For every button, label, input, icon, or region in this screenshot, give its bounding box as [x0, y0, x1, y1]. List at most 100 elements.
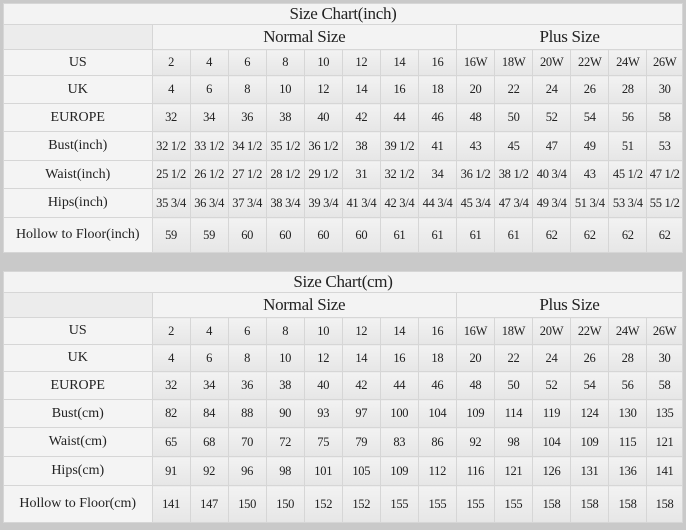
row-label: Hollow to Floor(cm) [3, 485, 153, 523]
size-value: 59 [189, 217, 229, 253]
plus-size-header: Plus Size [455, 292, 684, 318]
size-value: 86 [417, 427, 457, 457]
row-label: Waist(inch) [3, 160, 153, 189]
size-value: 18W [493, 317, 533, 345]
row-label: Hips(cm) [3, 456, 153, 486]
size-value: 39 1/2 [379, 131, 419, 161]
size-value: 45 3/4 [456, 188, 496, 218]
size-value: 20W [532, 49, 572, 76]
size-value: 10 [303, 317, 343, 345]
size-value: 84 [189, 399, 229, 428]
size-value: 26 1/2 [189, 160, 229, 189]
size-value: 112 [417, 456, 457, 486]
size-value: 97 [341, 399, 381, 428]
row-label: US [3, 317, 153, 345]
size-value: 150 [227, 485, 267, 523]
size-value: 61 [494, 217, 534, 253]
size-value: 60 [227, 217, 267, 253]
size-value: 83 [379, 427, 419, 457]
table-row: US 2 4 6 8 10 12 14 16 16W 18W 20W 22W 24W 26W [3, 49, 683, 76]
size-value: 141 [646, 456, 683, 486]
size-value: 79 [341, 427, 381, 457]
size-value: 32 1/2 [379, 160, 419, 189]
size-value: 46 [417, 371, 457, 400]
size-value: 51 [608, 131, 648, 161]
size-value: 4 [189, 317, 229, 345]
size-value: 60 [341, 217, 381, 253]
size-value: 39 3/4 [303, 188, 343, 218]
size-value: 53 [646, 131, 683, 161]
size-value: 10 [303, 49, 343, 76]
size-value: 24W [608, 317, 648, 345]
size-value: 109 [455, 399, 495, 428]
size-value: 37 3/4 [227, 188, 267, 218]
size-value: 136 [608, 456, 648, 486]
size-value: 68 [189, 427, 229, 457]
size-value: 2 [151, 49, 191, 76]
size-value: 6 [227, 317, 267, 345]
size-value: 131 [570, 456, 610, 486]
size-value: 28 1/2 [265, 160, 305, 189]
size-value: 47 1/2 [646, 160, 683, 189]
size-value: 155 [417, 485, 457, 523]
size-value: 124 [570, 399, 610, 428]
size-value: 35 3/4 [151, 188, 191, 218]
size-value: 42 3/4 [379, 188, 419, 218]
size-value: 29 1/2 [303, 160, 343, 189]
size-value: 8 [265, 49, 305, 76]
size-value: 34 [189, 103, 229, 132]
row-label: Bust(inch) [3, 131, 153, 161]
size-value: 22W [570, 49, 610, 76]
size-value: 56 [608, 103, 648, 132]
table-row: UK 4 6 8 10 12 14 16 18 20 22 24 26 28 30 [3, 75, 683, 104]
size-value: 22 [494, 75, 534, 104]
size-value: 40 3/4 [532, 160, 572, 189]
plus-size-header: Plus Size [456, 24, 683, 50]
table-row: Hollow to Floor(inch) 59 59 60 60 60 60 61 61 61 6… [3, 217, 683, 253]
size-value: 54 [570, 371, 610, 400]
size-value: 61 [417, 217, 458, 253]
table-row: EUROPE 32 34 36 38 40 42 44 46 48 50 52 54 56 58 [3, 103, 683, 132]
size-value: 16 [379, 75, 419, 104]
normal-size-header: Normal Size [151, 292, 457, 318]
size-value: 12 [303, 75, 343, 104]
size-value: 61 [456, 217, 496, 253]
size-value: 109 [379, 456, 419, 486]
size-value: 30 [646, 344, 683, 372]
size-value: 10 [265, 344, 305, 372]
size-value: 158 [531, 485, 572, 523]
size-value: 4 [151, 75, 191, 104]
size-value: 20W [531, 317, 572, 345]
table-row: US 2 4 6 8 10 12 14 16 16W 18W 20W 22W 24W 26W [3, 317, 683, 345]
table-row: Bust(inch) 32 1/2 33 1/2 34 1/2 35 1/2 36 1/2… [3, 131, 683, 161]
size-value: 26W [646, 317, 683, 345]
size-value: 93 [303, 399, 343, 428]
size-value: 62 [570, 217, 610, 253]
size-value: 59 [151, 217, 191, 253]
size-value: 30 [646, 75, 683, 104]
size-value: 49 3/4 [532, 188, 572, 218]
size-value: 50 [494, 103, 534, 132]
size-value: 41 3/4 [341, 188, 381, 218]
size-value: 61 [379, 217, 419, 253]
size-value: 38 1/2 [494, 160, 534, 189]
size-value: 32 1/2 [151, 131, 191, 161]
size-value: 18 [417, 344, 457, 372]
size-value: 158 [608, 485, 648, 523]
size-value: 45 [494, 131, 534, 161]
size-value: 92 [455, 427, 495, 457]
size-value: 8 [227, 344, 267, 372]
size-value: 34 1/2 [227, 131, 267, 161]
table-row: Hips(inch) 35 3/4 36 3/4 37 3/4 38 3/4 39 3/4… [3, 188, 683, 218]
size-value: 25 1/2 [151, 160, 191, 189]
size-value: 98 [265, 456, 305, 486]
size-value: 24W [608, 49, 648, 76]
size-value: 121 [646, 427, 683, 457]
size-value: 33 1/2 [189, 131, 229, 161]
size-value: 104 [531, 427, 572, 457]
size-value: 38 [265, 371, 305, 400]
size-value: 41 [417, 131, 458, 161]
row-label: Bust(cm) [3, 399, 153, 428]
size-value: 115 [608, 427, 648, 457]
size-value: 98 [493, 427, 533, 457]
